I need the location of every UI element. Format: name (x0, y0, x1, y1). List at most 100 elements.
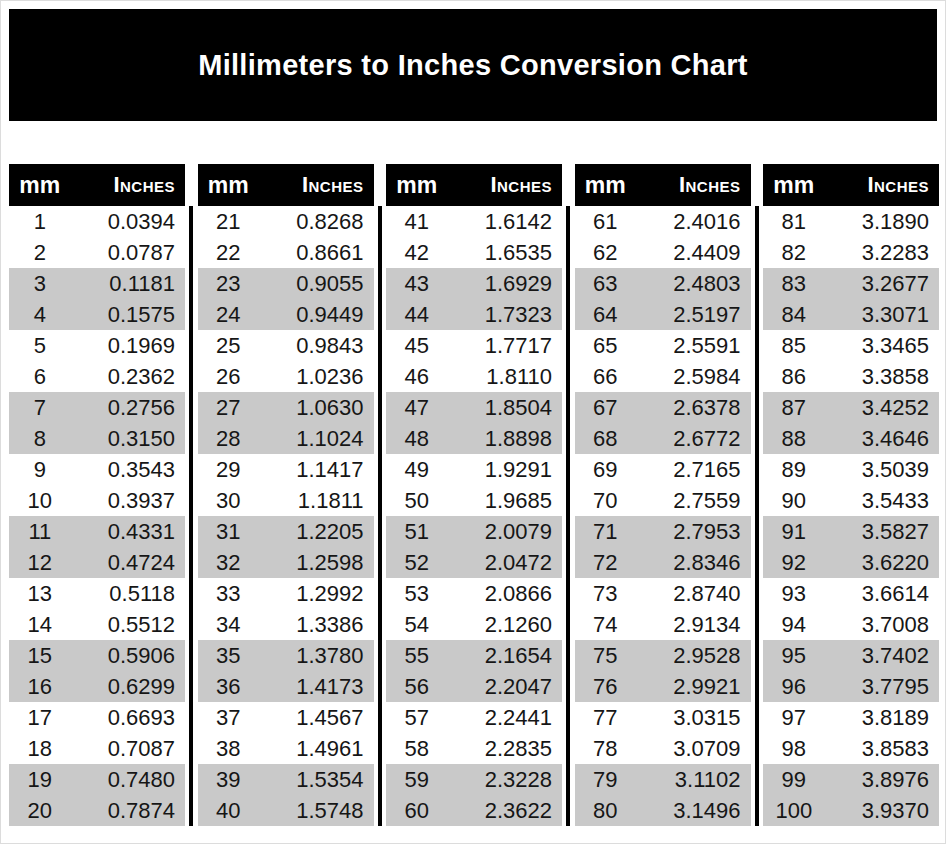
inches-value: 3.0315 (636, 705, 750, 731)
mm-value: 77 (575, 705, 637, 731)
inches-value: 2.6772 (636, 426, 750, 452)
mm-value: 4 (9, 302, 71, 328)
inches-value: 1.3386 (259, 612, 373, 638)
table-row: 30 1.1811 (198, 485, 374, 516)
table-row: 57 2.2441 (386, 702, 562, 733)
inches-value: 3.5039 (825, 457, 939, 483)
inches-value: 0.2756 (71, 395, 185, 421)
inches-value: 2.9528 (636, 643, 750, 669)
inches-value: 0.1575 (71, 302, 185, 328)
inches-value: 1.9685 (448, 488, 562, 514)
column-header: mm Inches (9, 164, 185, 206)
inches-value: 0.7874 (71, 798, 185, 824)
table-row: 66 2.5984 (575, 361, 751, 392)
mm-value: 96 (763, 674, 825, 700)
inches-value: 1.4961 (259, 736, 373, 762)
table-row: 58 2.2835 (386, 733, 562, 764)
inches-value: 2.8740 (636, 581, 750, 607)
inches-value: 2.0079 (448, 519, 562, 545)
inches-value: 1.2205 (259, 519, 373, 545)
mm-value: 62 (575, 240, 637, 266)
inches-value: 0.0394 (71, 209, 185, 235)
mm-value: 93 (763, 581, 825, 607)
table-row: 78 3.0709 (575, 733, 751, 764)
inches-value: 3.8976 (825, 767, 939, 793)
inches-value: 3.9370 (825, 798, 939, 824)
mm-value: 99 (763, 767, 825, 793)
mm-value: 80 (575, 798, 637, 824)
mm-value: 45 (386, 333, 448, 359)
table-row: 81 3.1890 (763, 206, 939, 237)
mm-value: 78 (575, 736, 637, 762)
inches-value: 1.1811 (259, 488, 373, 514)
mm-value: 41 (386, 209, 448, 235)
inches-value: 0.3150 (71, 426, 185, 452)
table-row: 27 1.0630 (198, 392, 374, 423)
column-divider (189, 206, 193, 826)
table-row: 72 2.8346 (575, 547, 751, 578)
table-row: 34 1.3386 (198, 609, 374, 640)
table-row: 56 2.2047 (386, 671, 562, 702)
mm-value: 98 (763, 736, 825, 762)
inches-value: 0.1181 (71, 271, 185, 297)
mm-value: 20 (9, 798, 71, 824)
header-inches-label: Inches (448, 172, 562, 198)
table-row: 52 2.0472 (386, 547, 562, 578)
inches-value: 3.8583 (825, 736, 939, 762)
mm-value: 23 (198, 271, 260, 297)
header-inches-label: Inches (825, 172, 939, 198)
mm-value: 1 (9, 209, 71, 235)
table-row: 2 0.0787 (9, 237, 185, 268)
inches-value: 3.2283 (825, 240, 939, 266)
inches-value: 2.2835 (448, 736, 562, 762)
inches-value: 1.2992 (259, 581, 373, 607)
mm-value: 13 (9, 581, 71, 607)
inches-value: 3.3465 (825, 333, 939, 359)
inches-value: 2.0866 (448, 581, 562, 607)
mm-value: 67 (575, 395, 637, 421)
header-mm-label: mm (386, 172, 448, 199)
table-row: 60 2.3622 (386, 795, 562, 826)
mm-value: 86 (763, 364, 825, 390)
table-row: 14 0.5512 (9, 609, 185, 640)
table-row: 20 0.7874 (9, 795, 185, 826)
inches-value: 2.0472 (448, 550, 562, 576)
mm-value: 32 (198, 550, 260, 576)
inches-value: 1.5748 (259, 798, 373, 824)
table-row: 7 0.2756 (9, 392, 185, 423)
column-header: mm Inches (575, 164, 751, 206)
mm-value: 36 (198, 674, 260, 700)
table-row: 90 3.5433 (763, 485, 939, 516)
mm-value: 90 (763, 488, 825, 514)
mm-value: 47 (386, 395, 448, 421)
mm-value: 94 (763, 612, 825, 638)
inches-value: 1.9291 (448, 457, 562, 483)
conversion-column: mm Inches 21 0.8268 22 0.8661 23 0.9055 … (198, 164, 374, 826)
inches-value: 0.3937 (71, 488, 185, 514)
header-mm-label: mm (198, 172, 260, 199)
table-row: 16 0.6299 (9, 671, 185, 702)
inches-value: 0.5118 (71, 581, 185, 607)
mm-value: 87 (763, 395, 825, 421)
header-mm-label: mm (9, 172, 71, 199)
table-row: 43 1.6929 (386, 268, 562, 299)
inches-value: 0.3543 (71, 457, 185, 483)
mm-value: 51 (386, 519, 448, 545)
rows: 81 3.1890 82 3.2283 83 3.2677 84 3.3071 … (763, 206, 939, 826)
table-row: 8 0.3150 (9, 423, 185, 454)
inches-value: 0.6299 (71, 674, 185, 700)
mm-value: 76 (575, 674, 637, 700)
table-row: 25 0.9843 (198, 330, 374, 361)
mm-value: 35 (198, 643, 260, 669)
mm-value: 25 (198, 333, 260, 359)
table-row: 38 1.4961 (198, 733, 374, 764)
mm-value: 42 (386, 240, 448, 266)
column-header: mm Inches (763, 164, 939, 206)
table-row: 35 1.3780 (198, 640, 374, 671)
table-row: 54 2.1260 (386, 609, 562, 640)
table-row: 63 2.4803 (575, 268, 751, 299)
mm-value: 30 (198, 488, 260, 514)
table-row: 99 3.8976 (763, 764, 939, 795)
table-row: 10 0.3937 (9, 485, 185, 516)
mm-value: 46 (386, 364, 448, 390)
